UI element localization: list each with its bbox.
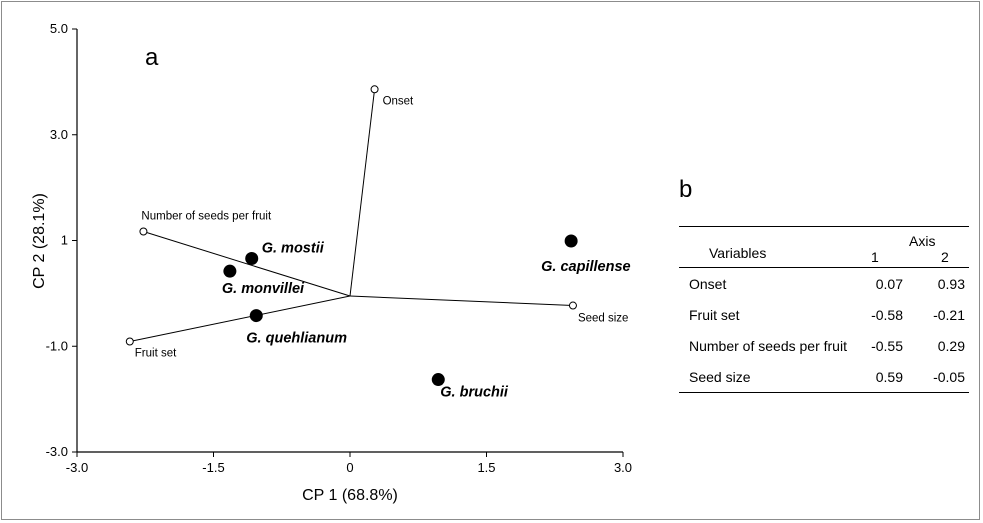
table-header: Variables Axis 1 2 bbox=[679, 227, 969, 267]
row-axis2-value: 0.93 bbox=[937, 276, 965, 292]
vector-endpoint bbox=[370, 85, 379, 94]
header-col-1: 1 bbox=[871, 249, 879, 265]
panel-b-label: b bbox=[679, 176, 693, 203]
x-tick-label: 0 bbox=[346, 460, 353, 475]
vector-line bbox=[143, 231, 351, 297]
species-point bbox=[564, 234, 578, 248]
row-variable: Number of seeds per fruit bbox=[689, 338, 847, 354]
species-point bbox=[223, 264, 237, 278]
vector-label: Seed size bbox=[578, 313, 629, 325]
species-label: G. quehlianum bbox=[246, 331, 347, 347]
row-axis1-value: -0.58 bbox=[871, 307, 903, 323]
loadings-table: Variables Axis 1 2 Onset 0.07 0.93 Fruit… bbox=[679, 226, 969, 393]
vector-endpoint bbox=[125, 337, 134, 346]
y-tick-label: -1.0 bbox=[46, 338, 68, 353]
row-axis1-value: 0.07 bbox=[875, 276, 903, 292]
y-tick-label: -3.0 bbox=[46, 444, 68, 459]
y-tick-label: 1 bbox=[61, 233, 68, 248]
vector-endpoint bbox=[568, 301, 577, 310]
vector-line bbox=[349, 295, 573, 307]
panel-a-label: a bbox=[145, 44, 159, 71]
x-tick-label: -3.0 bbox=[66, 460, 88, 475]
row-axis2-value: 0.29 bbox=[937, 338, 965, 354]
y-axis-label: CP 2 (28.1%) bbox=[31, 193, 48, 289]
vector-label: Onset bbox=[383, 95, 414, 107]
row-axis2-value: -0.05 bbox=[933, 369, 965, 385]
x-tick-label: -1.5 bbox=[202, 460, 224, 475]
species-point bbox=[245, 251, 259, 265]
y-tick-label: 5.0 bbox=[50, 21, 68, 36]
row-axis1-value: -0.55 bbox=[871, 338, 903, 354]
header-col-2: 2 bbox=[941, 249, 949, 265]
species-label: G. bruchii bbox=[440, 385, 509, 401]
vector-endpoint bbox=[139, 227, 148, 236]
x-tick-label: 3.0 bbox=[614, 460, 632, 475]
table-row: Number of seeds per fruit -0.55 0.29 bbox=[679, 330, 969, 361]
vector-label: Number of seeds per fruit bbox=[141, 211, 272, 223]
vector-line bbox=[129, 295, 351, 342]
table-row: Onset 0.07 0.93 bbox=[679, 268, 969, 299]
species-label: G. mostii bbox=[262, 240, 325, 256]
table-row: Fruit set -0.58 -0.21 bbox=[679, 299, 969, 330]
header-axis: Axis bbox=[909, 233, 936, 249]
species-point bbox=[431, 373, 445, 387]
row-axis2-value: -0.21 bbox=[933, 307, 965, 323]
species-label: G. monvillei bbox=[222, 281, 305, 297]
species-points: G. mostii G. monvillei G. quehlianum G. cap… bbox=[222, 234, 631, 401]
variable-vectors: Onset Number of seeds per fruit Fruit set S… bbox=[125, 85, 629, 359]
axes: -3.0 -1.5 0 1.5 3.0 -3.0 -1.0 1 3.0 5.0 bbox=[46, 21, 632, 475]
table-row: Seed size 0.59 -0.05 bbox=[679, 361, 969, 392]
header-variables: Variables bbox=[709, 245, 767, 261]
row-variable: Seed size bbox=[689, 369, 751, 385]
y-tick-label: 3.0 bbox=[50, 127, 68, 142]
table-header-rule bbox=[679, 267, 969, 268]
vector-line bbox=[349, 89, 376, 297]
row-axis1-value: 0.59 bbox=[875, 369, 903, 385]
species-point bbox=[249, 309, 263, 323]
x-axis-label: CP 1 (68.8%) bbox=[302, 487, 398, 504]
row-variable: Fruit set bbox=[689, 307, 740, 323]
x-tick-label: 1.5 bbox=[477, 460, 495, 475]
table-bottom-rule bbox=[679, 392, 969, 393]
table-top-rule bbox=[679, 226, 969, 227]
vector-label: Fruit set bbox=[135, 347, 177, 359]
row-variable: Onset bbox=[689, 276, 727, 292]
species-label: G. capillense bbox=[541, 259, 630, 275]
